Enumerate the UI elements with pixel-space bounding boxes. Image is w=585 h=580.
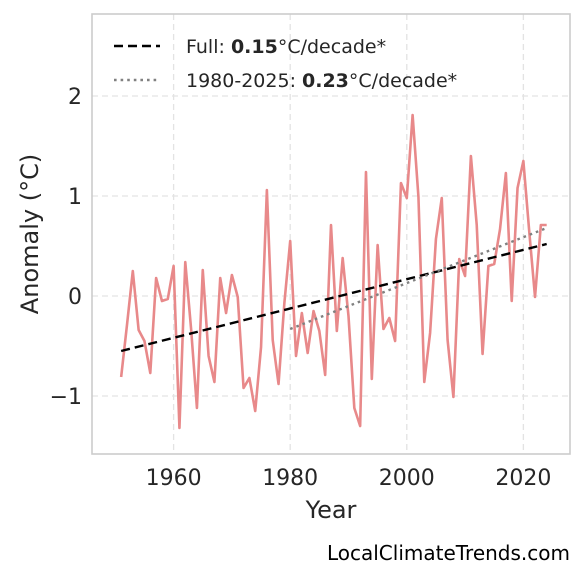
- anomaly-series-line: [119, 113, 547, 430]
- y-tick-label: 0: [68, 285, 82, 310]
- watermark: LocalClimateTrends.com: [327, 541, 570, 565]
- y-tick-labels: −1 0 1 2: [50, 85, 82, 410]
- legend: Full: 0.15°C/decade* 1980-2025: 0.23°C/d…: [114, 36, 457, 92]
- legend-1980-value: 0.23: [302, 70, 349, 92]
- legend-full-suffix: °C/decade*: [278, 36, 386, 58]
- legend-label-full-trend: Full: 0.15°C/decade*: [186, 36, 386, 58]
- series-layer: [119, 113, 548, 430]
- x-tick-label: 2020: [495, 466, 551, 491]
- full-trend-line: [120, 242, 547, 353]
- y-tick-label: −1: [50, 385, 82, 410]
- legend-1980-suffix: °C/decade*: [349, 70, 457, 92]
- y-axis-label: Anomaly (°C): [16, 154, 44, 314]
- x-tick-label: 1960: [146, 466, 202, 491]
- x-tick-labels: 1960 1980 2000 2020: [146, 466, 552, 491]
- x-tick-label: 1980: [262, 466, 318, 491]
- y-tick-label: 2: [68, 85, 82, 110]
- grid: [92, 14, 570, 454]
- legend-label-1980-trend: 1980-2025: 0.23°C/decade*: [186, 70, 457, 92]
- plot-frame: [91, 13, 571, 455]
- legend-full-prefix: Full:: [186, 36, 231, 58]
- legend-1980-prefix: 1980-2025:: [186, 70, 302, 92]
- y-tick-label: 1: [68, 185, 82, 210]
- legend-full-value: 0.15: [231, 36, 278, 58]
- x-axis-label: Year: [305, 496, 357, 524]
- x-tick-label: 2000: [379, 466, 435, 491]
